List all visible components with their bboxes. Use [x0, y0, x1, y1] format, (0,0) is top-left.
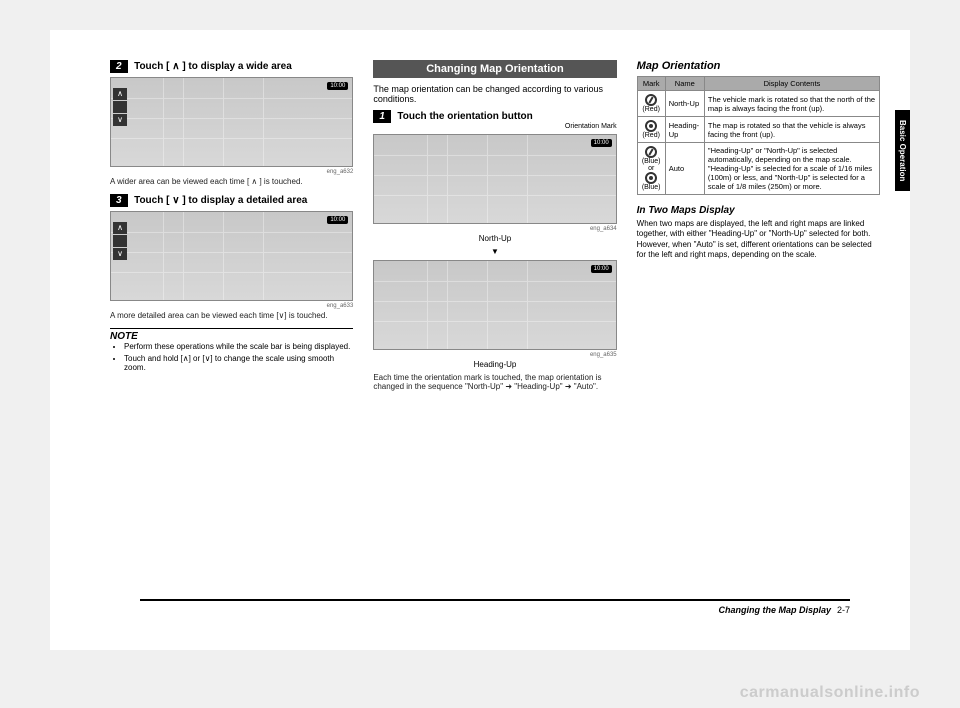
compass-icon [645, 94, 657, 106]
two-maps-title: In Two Maps Display [637, 205, 880, 216]
footer-title: Changing the Map Display [718, 605, 831, 615]
target-icon [645, 172, 657, 184]
target-icon [645, 120, 657, 132]
down-arrow-icon: ▼ [373, 247, 616, 256]
step-number-1: 1 [373, 110, 391, 123]
heading-up-label: Heading-Up [373, 360, 616, 369]
note-heading: NOTE [110, 328, 353, 342]
map-orientation-title: Map Orientation [637, 60, 880, 72]
image-id: eng_a632 [110, 169, 353, 175]
note-list: Perform these operations while the scale… [110, 342, 353, 372]
mark-color: (Blue) [642, 158, 661, 165]
map-screenshot-3: 10:00 [373, 134, 616, 224]
name-cell: North-Up [665, 91, 704, 117]
image-id: eng_a634 [373, 226, 616, 232]
watermark: carmanualsonline.info [740, 684, 920, 702]
note-item: Perform these operations while the scale… [124, 342, 353, 351]
name-cell: Heading-Up [665, 117, 704, 143]
step-2-text: Touch [ ∧ ] to display a wide area [134, 61, 292, 72]
step-3-text: Touch [ ∨ ] to display a detailed area [134, 195, 307, 206]
mark-color: (Blue) [642, 184, 661, 191]
caption-1: A wider area can be viewed each time [ ∧… [110, 177, 353, 186]
note-item: Touch and hold [∧] or [∨] to change the … [124, 354, 353, 372]
footer-page-number: 2-7 [837, 605, 850, 615]
intro-text: The map orientation can be changed accor… [373, 84, 616, 104]
orientation-mark-label: Orientation Mark [373, 123, 616, 130]
table-row: (Red) Heading-Up The map is rotated so t… [637, 117, 879, 143]
table-row: (Red) North-Up The vehicle mark is rotat… [637, 91, 879, 117]
image-id: eng_a635 [373, 352, 616, 358]
page: Basic Operation 2 Touch [ ∧ ] to display… [50, 30, 910, 650]
column-3: Map Orientation Mark Name Display Conten… [637, 60, 880, 540]
content-columns: 2 Touch [ ∧ ] to display a wide area ∧∨ … [50, 30, 910, 550]
step-2: 2 Touch [ ∧ ] to display a wide area [110, 60, 353, 73]
contents-cell: "Heading-Up" or "North-Up" is selected a… [704, 143, 879, 195]
mark-cell: (Red) [637, 91, 665, 117]
mark-cell: (Blue) or (Blue) [637, 143, 665, 195]
map-screenshot-2: ∧∨ 10:00 [110, 211, 353, 301]
or-text: or [648, 165, 654, 172]
th-contents: Display Contents [704, 77, 879, 91]
section-heading: Changing Map Orientation [373, 60, 616, 78]
north-up-label: North-Up [373, 234, 616, 243]
th-name: Name [665, 77, 704, 91]
orientation-table: Mark Name Display Contents (Red) North-U… [637, 76, 880, 195]
column-2: Changing Map Orientation The map orienta… [373, 60, 616, 540]
mark-cell: (Red) [637, 117, 665, 143]
th-mark: Mark [637, 77, 665, 91]
map-clock: 10:00 [327, 82, 348, 90]
map-clock: 10:00 [327, 216, 348, 224]
contents-cell: The map is rotated so that the vehicle i… [704, 117, 879, 143]
caption-2: A more detailed area can be viewed each … [110, 311, 353, 320]
step-number-2: 2 [110, 60, 128, 73]
column-1: 2 Touch [ ∧ ] to display a wide area ∧∨ … [110, 60, 353, 540]
mark-color: (Red) [642, 132, 660, 139]
step-1: 1 Touch the orientation button [373, 110, 616, 123]
zoom-controls-icon: ∧∨ [113, 88, 127, 127]
page-footer: Changing the Map Display 2-7 [140, 599, 850, 615]
step-1-text: Touch the orientation button [397, 111, 532, 122]
map-clock: 10:00 [591, 139, 612, 147]
zoom-controls-icon: ∧∨ [113, 222, 127, 261]
compass-icon [645, 146, 657, 158]
image-id: eng_a633 [110, 303, 353, 309]
contents-cell: The vehicle mark is rotated so that the … [704, 91, 879, 117]
mark-color: (Red) [642, 106, 660, 113]
table-row: (Blue) or (Blue) Auto "Heading-Up" or "N… [637, 143, 879, 195]
table-header-row: Mark Name Display Contents [637, 77, 879, 91]
map-screenshot-1: ∧∨ 10:00 [110, 77, 353, 167]
step-number-3: 3 [110, 194, 128, 207]
name-cell: Auto [665, 143, 704, 195]
orientation-caption: Each time the orientation mark is touche… [373, 373, 616, 391]
two-maps-text: When two maps are displayed, the left an… [637, 219, 880, 261]
map-clock: 10:00 [591, 265, 612, 273]
side-tab: Basic Operation [895, 110, 910, 191]
step-3: 3 Touch [ ∨ ] to display a detailed area [110, 194, 353, 207]
map-screenshot-4: 10:00 [373, 260, 616, 350]
